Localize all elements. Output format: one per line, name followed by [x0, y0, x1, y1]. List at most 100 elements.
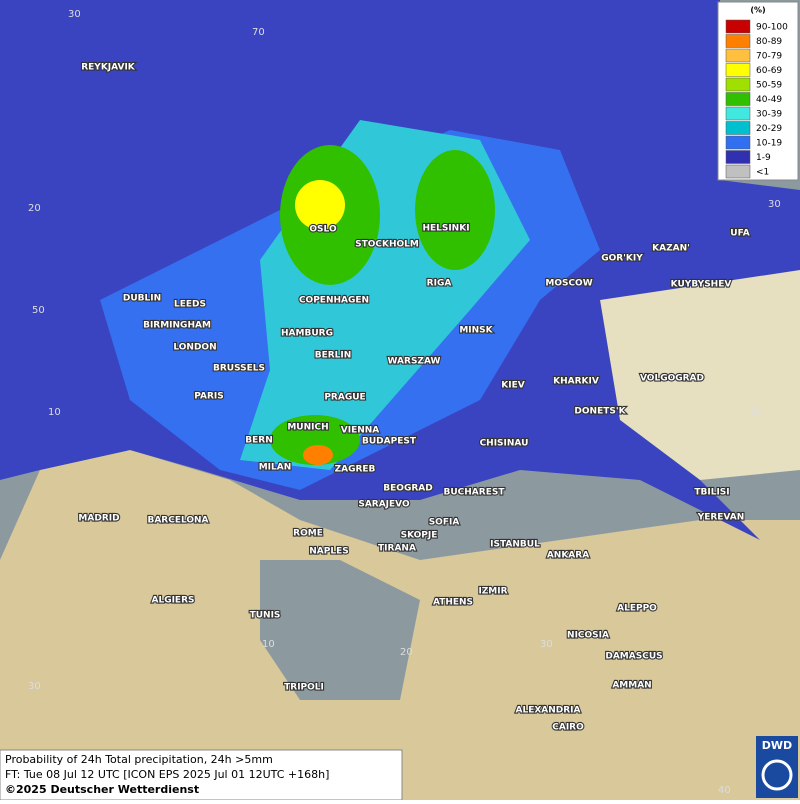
caption-line: Probability of 24h Total precipitation, …: [5, 753, 273, 766]
legend-swatch: [725, 135, 751, 150]
city-label: BUDAPEST: [362, 437, 417, 447]
city-label: KUYBYSHEV: [671, 280, 732, 290]
legend-label: 40-49: [756, 95, 782, 105]
legend-swatch: [725, 19, 751, 34]
city-label: DONETS'K: [574, 407, 626, 417]
caption-line: ©2025 Deutscher Wetterdienst: [5, 783, 199, 796]
city-label: BUCHAREST: [444, 488, 506, 498]
legend-label: 50-59: [756, 81, 782, 91]
legend-label: 90-100: [756, 23, 788, 33]
precip-40-49: [415, 150, 495, 270]
legend-label: 20-29: [756, 124, 782, 134]
city-label: SKOPJE: [401, 531, 438, 541]
legend-swatch: [725, 164, 751, 179]
legend-swatch: [725, 121, 751, 135]
city-label: DUBLIN: [123, 294, 161, 304]
graticule-label: 50: [750, 407, 763, 418]
legend-label: <1: [756, 168, 769, 178]
city-label: MOSCOW: [545, 279, 592, 289]
city-label: GOR'KIY: [601, 254, 643, 264]
city-label: ISTANBUL: [490, 540, 540, 550]
graticule-label: 30: [28, 681, 41, 692]
city-label: PRAGUE: [324, 393, 365, 403]
city-label: MADRID: [78, 514, 119, 524]
city-label: NAPLES: [309, 547, 348, 557]
city-label: COPENHAGEN: [299, 296, 369, 306]
city-label: MILAN: [259, 463, 292, 473]
city-label: ROME: [293, 529, 323, 539]
legend-swatch: [725, 106, 751, 121]
city-label: TUNIS: [250, 611, 281, 621]
precip-80-89: [303, 445, 333, 465]
black-sea: [450, 470, 650, 530]
legend-swatch: [725, 34, 751, 48]
precip-40-49: [270, 415, 360, 465]
city-label: VIENNA: [341, 426, 380, 436]
legend-swatch: [725, 63, 751, 77]
city-label: MINSK: [459, 326, 493, 336]
city-label: CHISINAU: [480, 439, 529, 449]
graticule-label: 30: [68, 9, 81, 20]
city-label: SARAJEVO: [358, 500, 410, 510]
city-label: HELSINKI: [422, 224, 469, 234]
city-label: HAMBURG: [281, 329, 333, 339]
graticule-label: 50: [32, 305, 45, 316]
city-label: VOLGOGRAD: [640, 374, 704, 384]
graticule-label: 70: [252, 27, 265, 38]
city-label: UFA: [730, 229, 749, 239]
city-label: IZMIR: [478, 587, 507, 597]
city-label: OSLO: [309, 225, 337, 235]
city-label: ALEXANDRIA: [516, 706, 581, 716]
city-label: TIRANA: [378, 544, 416, 554]
city-label: STOCKHOLM: [355, 240, 419, 250]
graticule-label: 10: [48, 407, 61, 418]
logo-icon: [761, 759, 793, 791]
legend-label: 80-89: [756, 37, 782, 47]
city-label: SOFIA: [429, 518, 460, 528]
city-label: TRIPOLI: [284, 683, 324, 693]
graticule-label: 20: [400, 647, 413, 658]
legend-title: (%): [750, 6, 765, 15]
city-label: LEEDS: [174, 300, 206, 310]
city-label: BERLIN: [315, 351, 352, 361]
city-label: ATHENS: [433, 598, 473, 608]
city-label: TBILISI: [694, 488, 729, 498]
legend-swatch: [725, 77, 751, 92]
city-label: BEOGRAD: [383, 484, 432, 494]
legend-label: 1-9: [756, 153, 771, 163]
city-label: REYKJAVIK: [81, 63, 136, 73]
legend-label: 70-79: [756, 52, 782, 62]
legend-label: 30-39: [756, 110, 782, 120]
city-label: RIGA: [427, 279, 452, 289]
legend-swatch: [725, 48, 751, 63]
caption-line: FT: Tue 08 Jul 12 UTC [ICON EPS 2025 Jul…: [5, 768, 329, 781]
city-label: PARIS: [194, 392, 224, 402]
legend-label: 10-19: [756, 139, 782, 149]
city-label: LONDON: [173, 343, 216, 353]
city-label: YEREVAN: [697, 513, 745, 523]
precip-60-69: [295, 180, 345, 230]
legend-swatch: [725, 150, 751, 164]
city-label: ALGIERS: [152, 596, 195, 606]
city-label: BARCELONA: [147, 516, 208, 526]
city-label: ZAGREB: [335, 465, 376, 475]
city-label: NICOSIA: [567, 631, 609, 641]
caption-box: [0, 749, 403, 801]
logo: DWD: [762, 739, 792, 752]
legend-label: 60-69: [756, 66, 782, 76]
city-label: BERN: [245, 436, 272, 446]
graticule-label: 10: [262, 639, 275, 650]
land-east: [600, 260, 800, 480]
legend-swatch: [725, 92, 751, 106]
graticule-label: 30: [540, 639, 553, 650]
city-label: CAIRO: [552, 723, 584, 733]
city-label: AMMAN: [612, 681, 651, 691]
city-label: ALEPPO: [617, 604, 657, 614]
mediterranean: [260, 560, 420, 700]
city-label: BRUSSELS: [213, 364, 265, 374]
city-label: KHARKIV: [553, 377, 599, 387]
city-label: ANKARA: [547, 551, 589, 561]
city-label: DAMASCUS: [605, 652, 662, 662]
city-label: WARSZAW: [388, 357, 441, 367]
